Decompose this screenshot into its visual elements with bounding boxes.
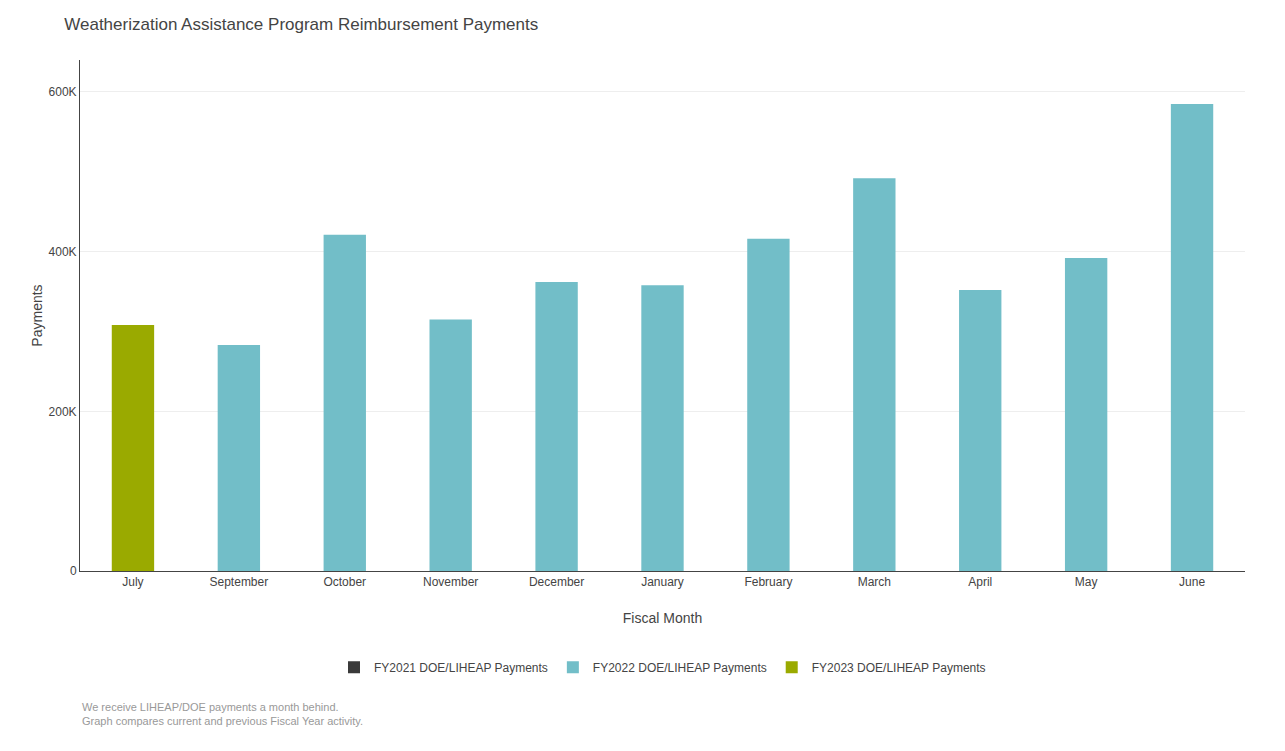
svg-text:October: October	[323, 575, 366, 589]
svg-text:We receive LIHEAP/DOE payments: We receive LIHEAP/DOE payments a month b…	[82, 701, 363, 727]
svg-text:FY2023 DOE/LIHEAP Payments: FY2023 DOE/LIHEAP Payments	[812, 661, 986, 675]
svg-text:February: February	[744, 575, 792, 589]
svg-text:0: 0	[70, 564, 77, 578]
svg-text:June: June	[1179, 575, 1205, 589]
svg-text:Fiscal Month: Fiscal Month	[623, 610, 702, 626]
svg-text:Weatherization Assistance Prog: Weatherization Assistance Program Reimbu…	[64, 15, 538, 34]
svg-text:FY2021 DOE/LIHEAP Payments: FY2021 DOE/LIHEAP Payments	[374, 661, 548, 675]
svg-text:May: May	[1075, 575, 1098, 589]
svg-text:September: September	[210, 575, 269, 589]
svg-text:April: April	[968, 575, 992, 589]
svg-text:400K: 400K	[49, 245, 77, 259]
svg-text:600K: 600K	[49, 85, 77, 99]
svg-text:FY2022 DOE/LIHEAP Payments: FY2022 DOE/LIHEAP Payments	[593, 661, 767, 675]
svg-text:January: January	[641, 575, 684, 589]
svg-text:July: July	[122, 575, 143, 589]
svg-text:March: March	[858, 575, 891, 589]
svg-text:Payments: Payments	[29, 284, 45, 346]
svg-text:200K: 200K	[49, 405, 77, 419]
svg-text:November: November	[423, 575, 478, 589]
svg-text:December: December	[529, 575, 584, 589]
